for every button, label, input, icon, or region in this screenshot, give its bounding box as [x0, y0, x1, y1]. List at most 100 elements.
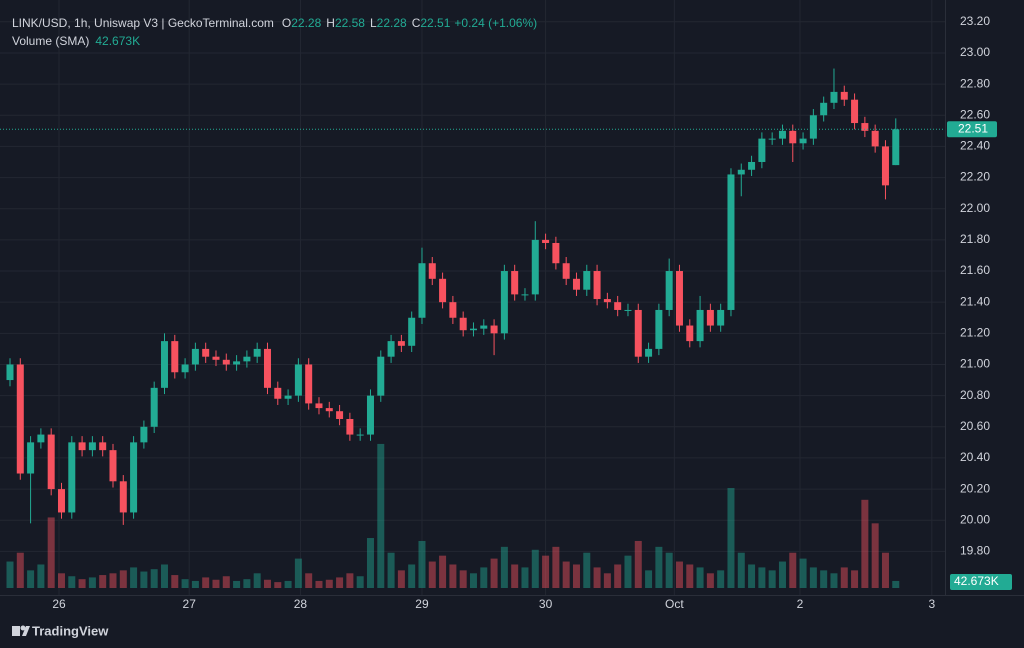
x-tick-label: 27 — [183, 597, 197, 611]
candle-body — [130, 442, 138, 513]
volume-bar — [109, 573, 117, 588]
candle-body — [593, 271, 601, 300]
candle-body — [665, 271, 673, 310]
volume-bar — [871, 523, 879, 588]
volume-bar — [274, 582, 282, 588]
candle-body — [531, 239, 539, 295]
volume-bar — [768, 570, 776, 588]
candle-body — [717, 309, 725, 326]
volume-bar — [490, 558, 498, 588]
candle-body — [284, 395, 292, 399]
volume-bar — [624, 555, 632, 588]
y-tick-label: 21.60 — [960, 263, 990, 277]
volume-bar — [191, 580, 199, 588]
volume-bar — [531, 549, 539, 588]
volume-bar — [851, 570, 859, 588]
candle-body — [799, 138, 807, 144]
candle-body — [789, 130, 797, 144]
candle-body — [418, 263, 426, 318]
y-tick-label: 20.40 — [960, 450, 990, 464]
candle-body — [449, 302, 457, 318]
volume-bar — [57, 573, 65, 588]
volume-bar — [387, 552, 395, 588]
candle-body — [408, 317, 416, 346]
candle-body — [325, 408, 333, 412]
candle-body — [562, 263, 570, 279]
volume-bar — [294, 558, 302, 588]
volume-bar — [511, 564, 519, 588]
volume-bar — [428, 561, 436, 588]
y-tick-label: 20.80 — [960, 388, 990, 402]
volume-bar — [737, 552, 745, 588]
candle-body — [572, 278, 580, 290]
ohlc-value: 22.51 — [420, 16, 450, 30]
volume-bar — [717, 570, 725, 588]
candle-body — [428, 263, 436, 279]
y-tick-label: 21.20 — [960, 325, 990, 339]
volume-bar — [696, 567, 704, 588]
volume-bar — [325, 579, 333, 588]
volume-bar — [47, 517, 55, 588]
ohlc-key: C — [412, 16, 421, 30]
volume-bar — [562, 561, 570, 588]
volume-bar — [469, 573, 477, 588]
x-tick-label: 3 — [928, 597, 935, 611]
ohlc-key: L — [370, 16, 377, 30]
brand-name: TradingView — [32, 623, 109, 638]
candle-body — [851, 99, 859, 124]
candle-body — [68, 442, 76, 513]
logo-dot — [20, 625, 26, 631]
candle-body — [675, 271, 683, 326]
candle-body — [521, 294, 529, 296]
volume-bar — [253, 573, 261, 588]
candle-body — [263, 348, 271, 388]
volume-bar — [263, 579, 271, 588]
candle-body — [274, 387, 282, 399]
volume-bar — [27, 570, 35, 588]
candle-body — [881, 146, 889, 186]
y-tick-label: 22.40 — [960, 139, 990, 153]
volume-legend: Volume (SMA) 42.673K — [12, 34, 140, 48]
candle-body — [37, 434, 45, 443]
volume-bar — [305, 573, 313, 588]
x-tick-label: 29 — [415, 597, 429, 611]
candle-body — [480, 325, 488, 329]
candle-body — [645, 348, 653, 357]
candle-body — [202, 348, 210, 357]
volume-bar — [830, 573, 838, 588]
volume-bar — [78, 579, 86, 588]
volume-bar — [16, 552, 24, 588]
volume-bar — [99, 575, 107, 588]
candle-body — [78, 442, 86, 451]
logo-shape — [22, 626, 30, 636]
candle-body — [778, 130, 786, 139]
volume-bar — [521, 567, 529, 588]
ohlc-value: 22.28 — [377, 16, 407, 30]
candle-body — [16, 364, 24, 474]
y-tick-label: 20.00 — [960, 512, 990, 526]
volume-bar — [459, 570, 467, 588]
last-price-badge — [947, 121, 997, 138]
candle-body — [583, 271, 591, 290]
candle-body — [377, 356, 385, 396]
candle-body — [634, 309, 642, 357]
candle-body — [820, 102, 828, 116]
volume-bar — [6, 561, 14, 588]
y-tick-label: 20.20 — [960, 481, 990, 495]
y-tick-label: 23.00 — [960, 45, 990, 59]
volume-bar — [614, 564, 622, 588]
x-tick-label: 28 — [294, 597, 308, 611]
y-tick-label: 21.80 — [960, 232, 990, 246]
candle-body — [212, 356, 220, 360]
y-tick-label: 22.60 — [960, 107, 990, 121]
volume-sma-badge-label: 42.673K — [954, 574, 999, 588]
candle-body — [109, 450, 117, 482]
candle-body — [624, 309, 632, 311]
volume-bar — [397, 570, 405, 588]
volume-bar — [500, 546, 508, 588]
volume-bar — [758, 567, 766, 588]
volume-bar — [861, 499, 869, 588]
y-tick-label: 21.00 — [960, 357, 990, 371]
x-tick-label: 30 — [539, 597, 553, 611]
volume-bar — [181, 579, 189, 588]
